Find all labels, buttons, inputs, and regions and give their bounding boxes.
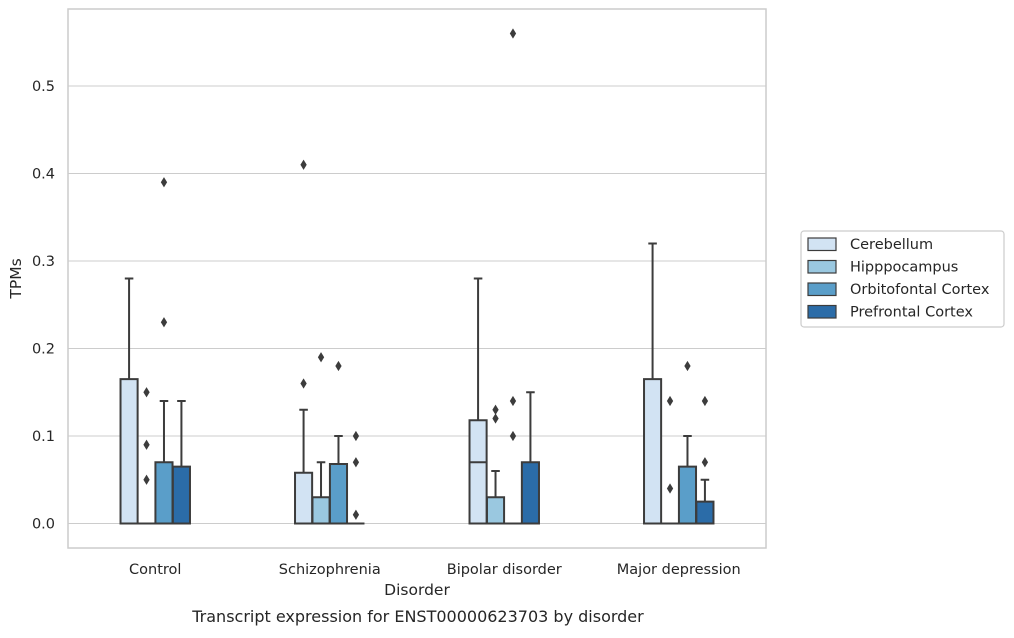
outlier-point	[701, 457, 709, 468]
legend-label: Orbitofontal Cortex	[850, 282, 990, 298]
box-body	[328, 463, 349, 525]
y-tick-label: 0.5	[32, 79, 55, 95]
outlier-point	[352, 457, 360, 468]
box-body	[468, 419, 488, 525]
outlier-point	[666, 395, 674, 407]
legend-label: Hipppocampus	[850, 260, 958, 276]
outlier-point	[300, 378, 307, 389]
outlier-point	[509, 430, 517, 442]
box-3-0	[171, 400, 191, 525]
box-1-0	[137, 387, 156, 525]
box-body	[677, 465, 698, 525]
box-1-1	[311, 352, 331, 525]
box-3-2	[520, 391, 540, 525]
plot-frame	[67, 8, 767, 549]
outlier-point	[684, 360, 691, 372]
box-body	[119, 378, 139, 525]
outlier-point	[160, 177, 168, 188]
box-3-1	[347, 430, 365, 525]
outlier-point	[317, 352, 325, 363]
outlier-point	[352, 430, 360, 442]
box-2-2	[504, 28, 522, 525]
box-1-3	[661, 395, 679, 525]
y-axis-label: TPMs	[7, 258, 25, 299]
x-tick-label: Schizophrenia	[279, 562, 381, 578]
x-axis-label: Disorder	[384, 581, 450, 599]
box-body	[643, 378, 663, 525]
box-body	[485, 496, 506, 525]
legend-swatch	[807, 259, 837, 274]
legend: Cerebellum Hipppocampus Orbitofontal Corte…	[800, 230, 1005, 328]
x-tick-label: Major depression	[617, 562, 741, 578]
outlier-point	[492, 404, 499, 415]
outlier-point	[666, 483, 674, 494]
box-3-3	[695, 395, 715, 525]
box-body	[171, 465, 191, 525]
outlier-point	[160, 317, 168, 328]
outlier-point	[701, 395, 709, 407]
legend-swatch	[807, 237, 837, 252]
box-2-1	[328, 360, 349, 525]
box-body	[311, 496, 331, 525]
legend-label: Prefrontal Cortex	[850, 305, 973, 321]
outlier-point	[143, 439, 150, 450]
y-tick-label: 0.4	[32, 167, 55, 183]
x-tick-label: Bipolar disorder	[447, 562, 562, 578]
chart-caption: Transcript expression for ENST0000062370…	[191, 607, 644, 626]
y-tick-label: 0.3	[32, 254, 55, 270]
y-tick-label: 0.0	[32, 517, 55, 533]
outlier-point	[352, 509, 360, 520]
outlier-point	[509, 28, 517, 39]
box-2-0	[154, 177, 174, 525]
box-body	[154, 461, 174, 525]
legend-frame	[800, 230, 1005, 328]
x-tick-label: Control	[129, 562, 181, 578]
box-0-1	[294, 159, 314, 525]
outlier-point	[143, 474, 150, 485]
box-0-3	[643, 242, 663, 525]
y-tick-label: 0.2	[32, 342, 55, 358]
outlier-point	[143, 387, 150, 398]
box-body	[695, 500, 715, 525]
box-2-3	[677, 360, 698, 525]
y-tick-label: 0.1	[32, 429, 55, 445]
outlier-point	[335, 360, 342, 372]
box-1-2	[485, 404, 506, 525]
outlier-point	[509, 395, 517, 407]
legend-swatch	[807, 304, 837, 319]
box-body	[520, 461, 540, 525]
outlier-point	[300, 159, 307, 170]
box-0-2	[468, 277, 488, 525]
legend-swatch	[807, 282, 837, 297]
box-body	[294, 471, 314, 525]
legend-label: Cerebellum	[850, 237, 933, 253]
outlier-point	[492, 413, 499, 424]
box-0-0	[119, 277, 139, 525]
